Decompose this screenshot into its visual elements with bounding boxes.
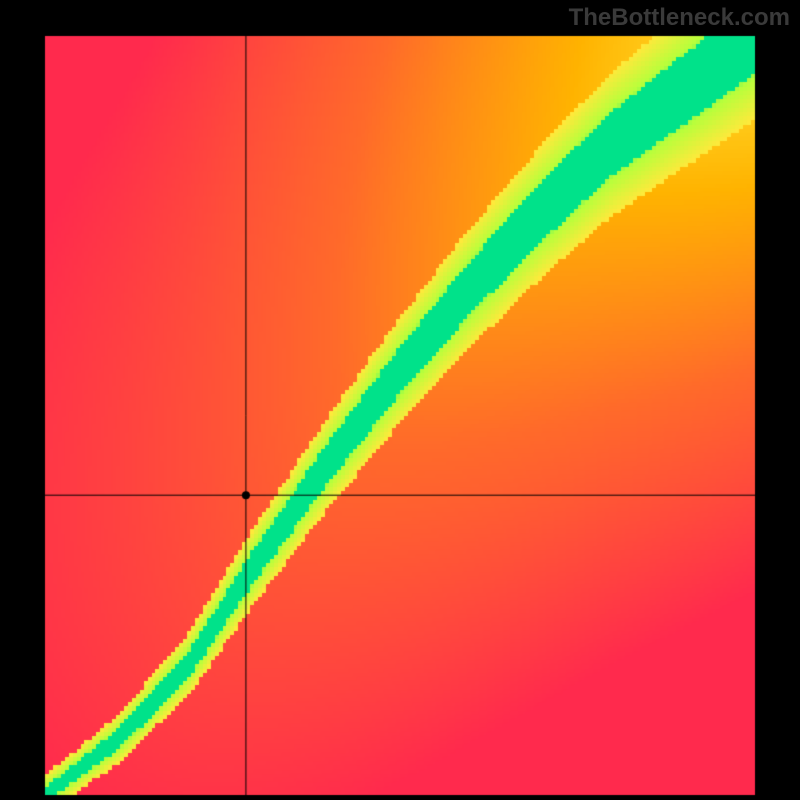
heatmap-canvas bbox=[0, 0, 800, 800]
root: TheBottleneck.com bbox=[0, 0, 800, 800]
watermark-text: TheBottleneck.com bbox=[569, 4, 790, 32]
